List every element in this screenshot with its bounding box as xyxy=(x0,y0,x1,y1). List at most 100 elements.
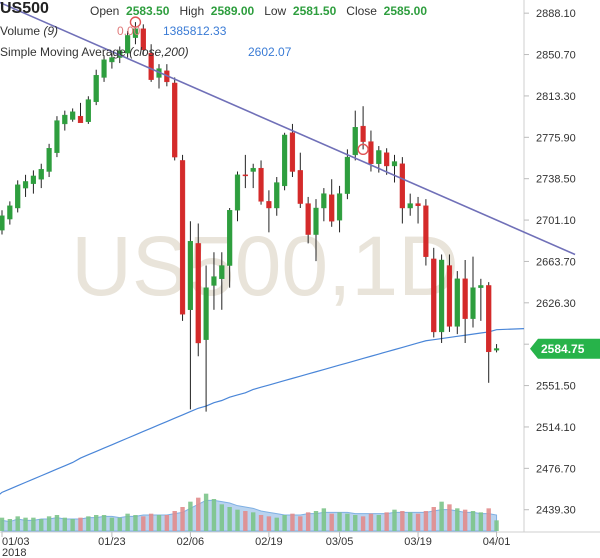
volume-bar xyxy=(400,511,405,531)
x-tick-label: 02/19 xyxy=(255,536,283,548)
candle-body xyxy=(132,28,139,38)
candle-body xyxy=(297,170,303,204)
candle xyxy=(313,199,319,262)
candle xyxy=(250,163,256,189)
x-tick-year-label: 2018 xyxy=(2,547,26,558)
current-price-tag xyxy=(530,338,600,359)
candle xyxy=(7,201,13,225)
volume-bar xyxy=(258,515,264,531)
volume-bar xyxy=(54,515,60,531)
candle xyxy=(187,221,194,410)
volume-bar xyxy=(235,509,240,531)
volume-value-b: 1385812.33 xyxy=(163,24,227,38)
volume-bar xyxy=(219,504,224,531)
candle xyxy=(439,254,445,343)
candle-body xyxy=(85,99,91,122)
volume-bar xyxy=(133,515,138,531)
candle-body xyxy=(22,181,29,189)
close-value: 2585.00 xyxy=(383,4,428,18)
candle-body xyxy=(454,278,460,327)
sma-legend[interactable]: Simple Moving Average (close,200) 2602.0… xyxy=(0,45,291,59)
y-tick-label: 2663.70 xyxy=(536,256,576,268)
candle xyxy=(360,106,366,150)
candle xyxy=(493,344,500,353)
volume-bar xyxy=(298,516,303,531)
candle-body xyxy=(30,175,37,184)
candle xyxy=(227,208,233,288)
candle-body xyxy=(423,205,429,257)
volume-bar xyxy=(62,517,67,531)
volume-bar xyxy=(180,507,185,531)
volume-bar xyxy=(290,513,295,531)
candle xyxy=(46,143,52,178)
volume-bar xyxy=(125,513,130,531)
volume-bar xyxy=(164,515,170,531)
volume-bar xyxy=(368,513,374,531)
candle-body xyxy=(266,201,272,209)
volume-bar xyxy=(392,509,397,531)
volume-bar xyxy=(384,512,389,531)
sma-line xyxy=(0,327,525,495)
candle xyxy=(140,24,146,56)
candle xyxy=(54,116,60,158)
candle-body xyxy=(407,203,413,209)
candle xyxy=(289,123,296,178)
volume-bar xyxy=(188,501,193,531)
candle xyxy=(305,196,311,244)
candle xyxy=(431,247,437,338)
trendline-layer[interactable] xyxy=(0,0,576,256)
volume-bar xyxy=(94,515,99,531)
volume-bar xyxy=(478,512,484,531)
candle-body xyxy=(219,265,225,280)
candle xyxy=(454,271,460,335)
low-label: Low xyxy=(264,4,287,18)
volume-bar xyxy=(86,516,91,531)
y-tick-label: 2850.70 xyxy=(536,50,576,62)
candle-body xyxy=(187,240,194,310)
open-label: Open xyxy=(90,4,120,18)
candle xyxy=(62,110,68,131)
candle-body xyxy=(384,152,390,167)
candle-body xyxy=(486,285,492,353)
volume-bar xyxy=(313,511,319,531)
candle-body xyxy=(305,203,311,235)
volume-bar xyxy=(172,511,177,531)
watermark-text: US500,1D xyxy=(71,219,459,313)
candle-body xyxy=(101,59,107,78)
y-tick-label: 2514.10 xyxy=(536,422,576,434)
candle xyxy=(242,154,248,189)
candle xyxy=(219,252,225,310)
candle-body xyxy=(446,265,453,327)
volume-bar xyxy=(117,517,122,531)
volume-bar xyxy=(141,516,146,531)
sma-layer xyxy=(0,327,525,495)
volume-area xyxy=(1,499,498,532)
volume-bar xyxy=(494,520,499,531)
close-label: Close xyxy=(346,4,377,18)
candle xyxy=(329,179,335,227)
volume-legend[interactable]: Volume (9) 0.00 1385812.33 xyxy=(0,24,226,38)
candle xyxy=(486,282,492,383)
candle-body xyxy=(179,160,186,315)
candle-body xyxy=(258,167,264,202)
volume-bar xyxy=(486,508,491,531)
candle xyxy=(85,96,91,124)
candle-body xyxy=(109,57,115,63)
y-tick-label: 2439.30 xyxy=(536,505,576,517)
candle-body xyxy=(38,169,44,180)
candle xyxy=(195,223,201,357)
candle xyxy=(470,256,476,328)
candle xyxy=(156,64,162,89)
candle xyxy=(101,55,107,82)
x-tick-label: 03/19 xyxy=(404,536,432,548)
volume-bar xyxy=(282,515,287,531)
candle xyxy=(446,254,453,332)
candle-body xyxy=(124,35,131,54)
current-price-label: 2584.75 xyxy=(541,342,585,356)
volume-value-a: 0.00 xyxy=(117,24,141,38)
volume-bar xyxy=(337,512,342,531)
volume-layer xyxy=(0,493,499,532)
volume-bar xyxy=(360,516,366,531)
y-tick-label: 2626.30 xyxy=(536,298,576,310)
